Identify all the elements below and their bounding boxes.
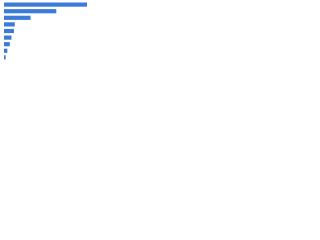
- chart: [4, 2, 87, 60]
- bar: [4, 48, 8, 53]
- bar: [4, 55, 6, 60]
- bar: [4, 15, 31, 20]
- bar: [4, 42, 10, 47]
- bar: [4, 9, 57, 14]
- bar: [4, 28, 14, 34]
- page: {"chart_data": {"type": "bar", "orientat…: [0, 0, 100, 71]
- bar: [4, 35, 12, 40]
- bar: [4, 22, 15, 27]
- bar: [4, 2, 87, 7]
